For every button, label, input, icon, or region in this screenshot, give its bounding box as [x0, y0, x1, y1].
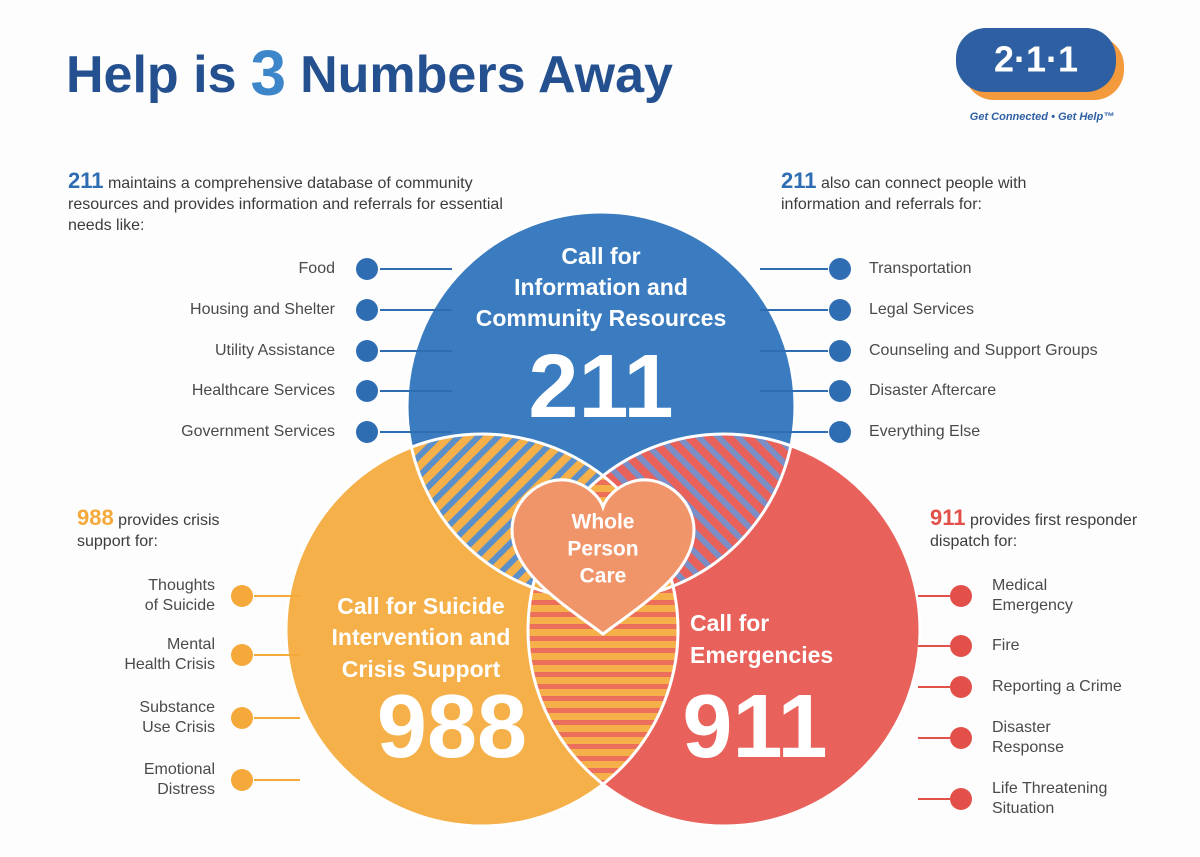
item-label: Response: [992, 739, 1064, 756]
logo-number: 2·1·1: [994, 39, 1078, 80]
circle-title: Call for: [561, 243, 640, 269]
bullet: [829, 299, 851, 321]
panel-text: maintains a comprehensive database of co…: [68, 175, 503, 234]
logo-tagline: Get Connected • Get Help™: [970, 111, 1114, 123]
bullet: [356, 340, 378, 362]
bullet: [231, 707, 253, 729]
circle-title: Intervention and: [332, 624, 511, 650]
title: Help is 3 Numbers Away: [66, 37, 673, 109]
item-label: Health Crisis: [124, 656, 215, 673]
bullet: [829, 258, 851, 280]
circle-title: Emergencies: [690, 642, 833, 668]
item-label: Reporting a Crime: [992, 678, 1122, 695]
item-label: Counseling and Support Groups: [869, 342, 1098, 359]
bullet: [356, 258, 378, 280]
item-label: Disaster: [992, 719, 1051, 736]
item-label: Emotional: [144, 761, 215, 778]
item-label: Medical: [992, 577, 1047, 594]
item-label: Distress: [157, 781, 215, 798]
circle-title: Crisis Support: [342, 656, 501, 682]
panel-lead: 988: [77, 505, 114, 530]
bullet: [231, 769, 253, 791]
item-label: Food: [299, 260, 335, 277]
item-label: Healthcare Services: [192, 382, 335, 399]
bullet: [356, 299, 378, 321]
item-label: Government Services: [181, 423, 335, 440]
bullet: [231, 585, 253, 607]
item-label: Use Crisis: [142, 719, 215, 736]
item-label: Emergency: [992, 597, 1073, 614]
outline-988: [284, 432, 680, 828]
bullet: [950, 788, 972, 810]
circle-number: 211: [528, 337, 673, 437]
title-before: Help is: [66, 46, 237, 104]
panel-intro: 988 provides crisis support for:: [77, 507, 262, 552]
item-label: Disaster Aftercare: [869, 382, 996, 399]
item-label: Situation: [992, 800, 1054, 817]
heart-text: Care: [580, 565, 627, 588]
item-label: Everything Else: [869, 423, 980, 440]
bullet: [950, 585, 972, 607]
circle-title: Call for: [690, 610, 769, 636]
item-label: of Suicide: [145, 597, 215, 614]
bullet: [829, 340, 851, 362]
item-label: Transportation: [869, 260, 972, 277]
logo: 2·1·1 Get Connected • Get Help™: [956, 28, 1124, 123]
item-label: Life Threatening: [992, 780, 1107, 797]
circle-title: Information and: [514, 274, 688, 300]
bullet: [829, 380, 851, 402]
panel-lead: 211: [781, 168, 817, 193]
panel-text: provides first responder dispatch for:: [930, 512, 1138, 550]
venn: [284, 210, 922, 828]
panel-lead: 211: [68, 168, 104, 193]
item-label: Mental: [167, 636, 215, 653]
circle-title: Community Resources: [476, 305, 727, 331]
bullet: [950, 727, 972, 749]
heart: [510, 478, 696, 636]
item-label: Housing and Shelter: [190, 301, 336, 318]
item-label: Utility Assistance: [215, 342, 335, 359]
circle-number: 988: [377, 677, 527, 777]
bullet: [356, 421, 378, 443]
heart-text: Person: [567, 538, 638, 561]
bullet: [356, 380, 378, 402]
bullet: [950, 635, 972, 657]
panel-intro: 911 provides first responder dispatch fo…: [930, 507, 1150, 552]
bullet: [950, 676, 972, 698]
bullet: [829, 421, 851, 443]
logo-badge: [956, 28, 1116, 92]
circle-title: Call for Suicide: [337, 593, 504, 619]
panel-text: provides crisis support for:: [77, 512, 220, 550]
title-after: Numbers Away: [300, 46, 673, 104]
panel-intro: 211 maintains a comprehensive database o…: [68, 170, 538, 236]
item-label: Thoughts: [148, 577, 215, 594]
circle-number: 911: [682, 677, 827, 777]
panel-intro: 211 also can connect people with informa…: [781, 170, 1101, 215]
bullet: [231, 644, 253, 666]
item-label: Substance: [139, 699, 215, 716]
heart-text: Whole: [572, 511, 635, 534]
item-label: Fire: [992, 637, 1020, 654]
panel-lead: 911: [930, 505, 966, 530]
title-number: 3: [251, 37, 287, 109]
outline-911: [526, 432, 922, 828]
panel-text: also can connect people with information…: [781, 175, 1027, 213]
item-label: Legal Services: [869, 301, 974, 318]
